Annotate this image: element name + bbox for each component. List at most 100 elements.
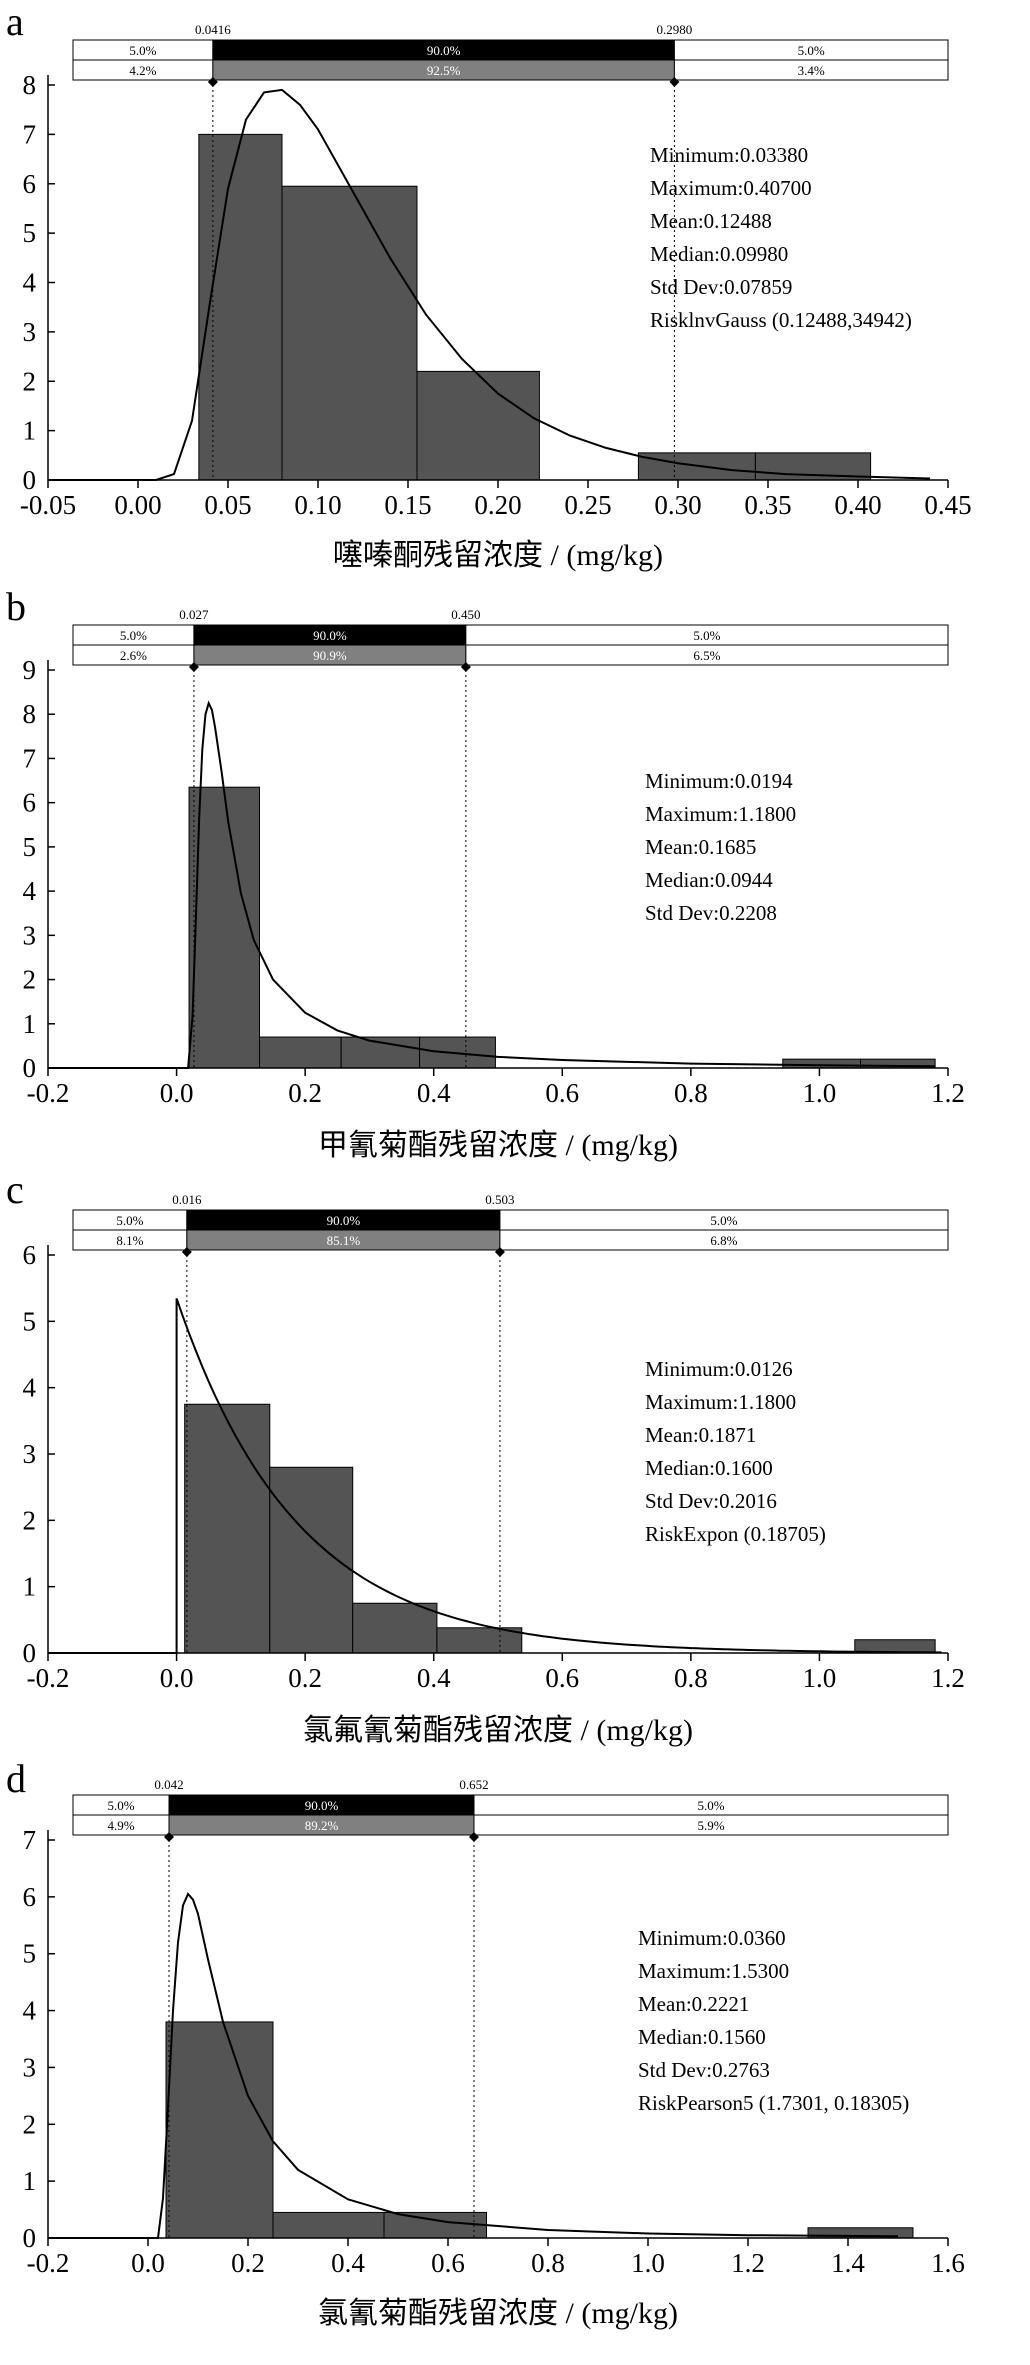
y-tick-label: 1 xyxy=(23,1009,37,1039)
band-label-bottom-middle: 90.9% xyxy=(313,648,347,663)
y-tick-label: 5 xyxy=(23,218,37,248)
chart-panel-d: d5.0% 90.0% 5.0%4.9% 89.2% 5.9%0.042 0.652-0.… xyxy=(6,1756,965,2330)
stat-line: RiskPearson5 (1.7301, 0.18305) xyxy=(638,2091,909,2115)
y-tick-label: 2 xyxy=(23,366,37,396)
band-label-bottom-right: 6.5% xyxy=(693,648,720,663)
band-bottom-right xyxy=(473,1814,949,1836)
stats-box: Minimum:0.0194 Maximum:1.1800 Mean:0.1685 M… xyxy=(645,769,796,925)
x-tick-label: 0.6 xyxy=(545,1663,579,1693)
percentile-marker-diamond-1 xyxy=(494,1247,505,1257)
stat-line: Median:0.1560 xyxy=(638,2025,766,2049)
panel-letter: c xyxy=(6,1167,24,1212)
y-tick-label: 5 xyxy=(23,1306,37,1336)
stats-box: Minimum:0.03380 Maximum:0.40700 Mean:0.124… xyxy=(650,143,912,332)
x-tick-label: 0.40 xyxy=(834,490,881,520)
stat-line: Minimum:0.0360 xyxy=(638,1926,786,1950)
bar-0 xyxy=(198,133,283,481)
bar-1 xyxy=(259,1036,342,1069)
histogram-bars xyxy=(188,786,936,1069)
x-tick-label: 1.0 xyxy=(803,1078,837,1108)
bar-2 xyxy=(416,370,540,481)
bar-5 xyxy=(782,1058,862,1069)
stat-line: Maximum:0.40700 xyxy=(650,176,812,200)
y-tick-label: 3 xyxy=(23,2052,37,2082)
stat-line: RisklnvGauss (0.12488,34942) xyxy=(650,308,912,332)
x-tick-label: 0.4 xyxy=(417,1663,451,1693)
y-tick-label: 1 xyxy=(23,1572,37,1602)
x-tick-label: 0.4 xyxy=(417,1078,451,1108)
chart-panel-c: c5.0% 90.0% 5.0%8.1% 85.1% 6.8%0.016 0.503-0.… xyxy=(6,1167,965,1747)
percentile-marker-diamond-1 xyxy=(460,662,471,672)
y-tick-label: 2 xyxy=(23,1505,37,1535)
band-label-bottom-left: 4.2% xyxy=(129,63,156,78)
x-tick-label: 0.0 xyxy=(160,1078,194,1108)
stat-line: Std Dev:0.2208 xyxy=(645,901,777,925)
x-tick-label: 1.2 xyxy=(931,1663,965,1693)
y-tick-label: 7 xyxy=(23,119,37,149)
stat-line: Median:0.09980 xyxy=(650,242,788,266)
band-label-top-left: 5.0% xyxy=(107,1798,134,1813)
y-tick-label: 4 xyxy=(23,876,37,906)
band-label-top-right: 5.0% xyxy=(798,43,825,58)
y-tick-label: 4 xyxy=(23,1373,37,1403)
x-tick-label: 0.8 xyxy=(531,2248,565,2278)
band-bottom-right xyxy=(499,1229,949,1251)
stat-line: Mean:0.1685 xyxy=(645,835,756,859)
stat-line: Minimum:0.03380 xyxy=(650,143,808,167)
bar-3 xyxy=(436,1627,523,1654)
y-tick-label: 1 xyxy=(23,2166,37,2196)
y-tick-label: 9 xyxy=(23,655,37,685)
percentile-marker-diamond-1 xyxy=(469,1832,479,1842)
band-label-top-middle: 90.0% xyxy=(305,1798,339,1813)
x-axis-label: 甲氰菊酯残留浓度 / (mg/kg) xyxy=(318,1129,678,1162)
stats-box: Minimum:0.0360 Maximum:1.5300 Mean:0.2221 M… xyxy=(638,1926,909,2115)
band-left-value: 0.042 xyxy=(154,1777,183,1792)
x-tick-label: 0.0 xyxy=(131,2248,165,2278)
x-tick-label: -0.05 xyxy=(20,490,76,520)
stat-line: Mean:0.1871 xyxy=(645,1423,756,1447)
percentile-band: 5.0% 90.0% 5.0% 8.1% 85.1% 6.8% 0.016 0.503 xyxy=(72,1192,949,1251)
percentile-marker-diamond-0 xyxy=(164,1832,174,1842)
bar-1 xyxy=(269,1466,354,1654)
band-right-value: 0.503 xyxy=(485,1192,514,1207)
bar-0 xyxy=(184,1403,271,1654)
y-tick-label: 6 xyxy=(23,788,37,818)
band-label-bottom-left: 2.6% xyxy=(120,648,147,663)
band-label-top-middle: 90.0% xyxy=(313,628,347,643)
percentile-marker-diamond-0 xyxy=(181,1247,192,1257)
percentile-band: 5.0% 90.0% 5.0% 4.9% 89.2% 5.9% 0.042 0.652 xyxy=(72,1777,949,1836)
y-tick-label: 4 xyxy=(23,268,37,298)
stat-line: Maximum:1.1800 xyxy=(645,1390,796,1414)
y-tick-label: 2 xyxy=(23,965,37,995)
stat-line: Minimum:0.0126 xyxy=(645,1357,793,1381)
x-tick-label: 0.2 xyxy=(288,1078,322,1108)
bar-0 xyxy=(165,2021,274,2239)
stat-line: Mean:0.2221 xyxy=(638,1992,749,2016)
stat-line: Mean:0.12488 xyxy=(650,209,772,233)
band-left-value: 0.016 xyxy=(172,1192,202,1207)
axes: -0.2 0.0 0.2 0.4 0.6 0.8 1.0 1.2 0 1 2 3 4 5 6 xyxy=(23,1240,965,1693)
bar-0 xyxy=(188,786,261,1069)
band-right-value: 0.2980 xyxy=(657,22,693,37)
x-tick-label: 1.2 xyxy=(731,2248,765,2278)
axes: -0.05 0.00 0.05 0.10 0.15 0.20 0.25 0.30 0.35 0.4… xyxy=(20,70,972,520)
band-right-value: 0.450 xyxy=(451,607,480,622)
band-label-bottom-right: 6.8% xyxy=(710,1233,737,1248)
y-tick-label: 6 xyxy=(23,169,37,199)
chart-panel-a: a 5.0% 90.0% 5.0% 4.2% 92.5% 3.4% 0.0416 0.2980 -… xyxy=(6,0,972,572)
x-axis-label: 噻嗪酮残留浓度 / (mg/kg) xyxy=(333,539,663,572)
x-tick-label: -0.2 xyxy=(27,1078,70,1108)
stat-line: Minimum:0.0194 xyxy=(645,769,793,793)
stat-line: Std Dev:0.2016 xyxy=(645,1489,777,1513)
y-tick-label: 3 xyxy=(23,317,37,347)
x-tick-label: 0.8 xyxy=(674,1663,708,1693)
bar-1 xyxy=(272,2211,385,2239)
y-tick-label: 6 xyxy=(23,1240,37,1270)
x-tick-label: 0.6 xyxy=(545,1078,579,1108)
x-tick-label: 0.45 xyxy=(924,490,971,520)
band-label-top-right: 5.0% xyxy=(693,628,720,643)
y-tick-label: 7 xyxy=(23,1825,37,1855)
y-tick-label: 1 xyxy=(23,416,37,446)
bar-2 xyxy=(383,2211,487,2239)
